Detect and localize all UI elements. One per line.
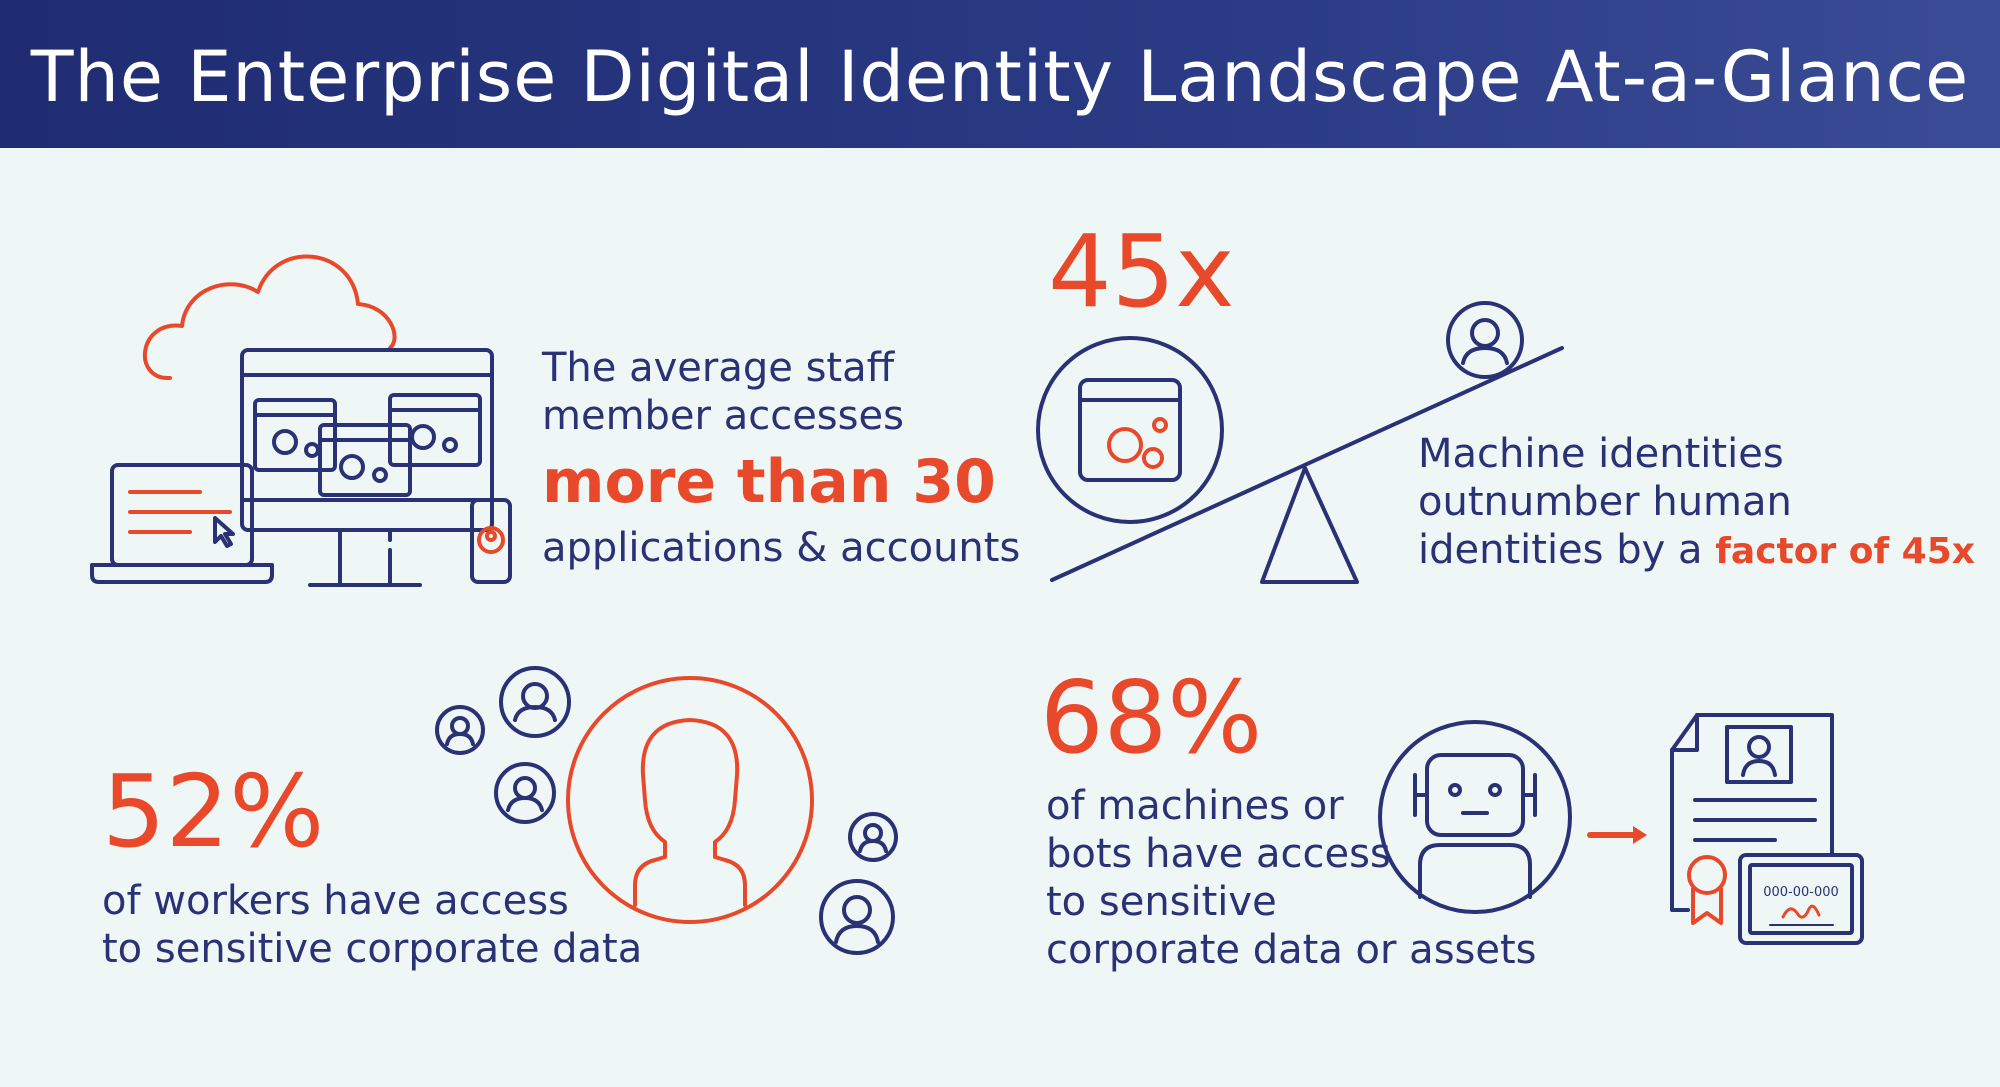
- seesaw-illustration: [1036, 301, 1564, 584]
- machines-highlight: factor of 45x: [1715, 531, 1976, 572]
- robot-icon: [1378, 720, 1572, 914]
- bots-illustration: 000-00-000: [1378, 713, 1864, 945]
- monitor-icon: [240, 348, 494, 587]
- machines-text-block: Machine identities outnumber human ident…: [1418, 430, 1975, 576]
- bots-line-3: to sensitive: [1046, 879, 1277, 925]
- apps-highlight: more than 30: [542, 447, 996, 517]
- bots-line-1: of machines or: [1046, 783, 1344, 829]
- seesaw-icon: [1050, 346, 1564, 584]
- workers-stat: 52%: [102, 753, 325, 870]
- laptop-icon: [90, 463, 274, 584]
- header-banner: The Enterprise Digital Identity Landscap…: [0, 0, 2000, 148]
- certificate-icon: [1670, 713, 1834, 925]
- arrow-right-icon: [1587, 826, 1647, 844]
- bots-line-2: bots have access: [1046, 831, 1391, 877]
- bots-text-block: of machines or bots have access to sensi…: [1046, 782, 1537, 974]
- machines-line-3: identities by a factor of 45x: [1418, 526, 1975, 576]
- workers-line-1: of workers have access: [102, 878, 569, 924]
- apps-line-1: The average staff: [542, 345, 895, 391]
- apps-line-3: applications & accounts: [542, 525, 1021, 571]
- machines-line-3-prefix: identities by a: [1418, 527, 1716, 573]
- workers-text-block: of workers have access to sensitive corp…: [102, 877, 642, 973]
- workers-illustration: [435, 666, 898, 955]
- id-card-icon: 000-00-000: [1738, 853, 1864, 945]
- page-title: The Enterprise Digital Identity Landscap…: [30, 36, 1970, 118]
- devices-illustration: [90, 254, 512, 587]
- user-icon: [1446, 301, 1524, 379]
- certificate-number: 000-00-000: [1763, 885, 1839, 900]
- machines-line-2: outnumber human: [1418, 479, 1792, 525]
- gear-icon: [253, 393, 482, 497]
- phone-icon: [470, 498, 512, 584]
- user-icon: [435, 666, 898, 955]
- apps-text-block: The average staff member accesses more t…: [542, 344, 1020, 572]
- apps-line-2: member accesses: [542, 393, 904, 439]
- cloud-icon: [142, 254, 397, 381]
- bots-stat: 68%: [1040, 659, 1263, 776]
- app-window-icon: [1036, 336, 1224, 524]
- bots-line-4: corporate data or assets: [1046, 927, 1537, 973]
- workers-line-2: to sensitive corporate data: [102, 926, 643, 972]
- machines-stat: 45x: [1048, 213, 1235, 330]
- user-silhouette-icon: [566, 676, 814, 924]
- machines-line-1: Machine identities: [1418, 431, 1784, 477]
